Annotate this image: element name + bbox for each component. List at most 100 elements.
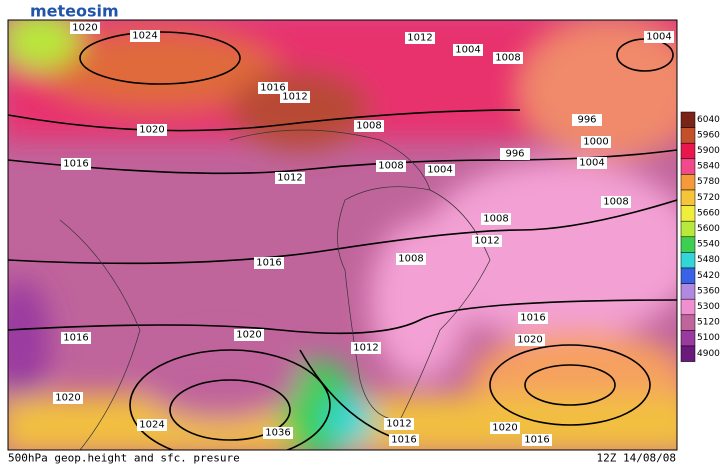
label-box (500, 148, 530, 160)
colorbar-label: 5100 (697, 333, 720, 343)
isobar-label: 1020 (139, 125, 164, 136)
label-box (130, 30, 160, 42)
isobar-labels: 1020102410161012102010161008101210041008… (53, 22, 674, 446)
isobar-label: 1004 (455, 45, 480, 56)
colorbar-label: 5480 (697, 255, 720, 265)
colorbar-label: 5360 (697, 286, 720, 296)
isobar-label: 1016 (63, 333, 88, 344)
isobar-label: 1012 (282, 92, 307, 103)
label-box (572, 114, 602, 126)
label-box (425, 164, 455, 176)
label-box (234, 329, 264, 341)
colorbar: 6040 5960 5900 5840 5780 5720 5660 5600 5540 5480… (680, 111, 720, 362)
isobar-label: 1008 (483, 214, 508, 225)
isobar-label: 1004 (579, 158, 604, 169)
isobar-label: 1024 (132, 31, 157, 42)
colorbar-swatch (680, 314, 696, 331)
isobar-label: 1004 (427, 165, 452, 176)
label-box (644, 31, 674, 43)
label-box (518, 312, 548, 324)
label-box (493, 52, 523, 64)
isobar-label: 1000 (583, 137, 608, 148)
label-box (61, 158, 91, 170)
isobar-label: 1016 (391, 435, 416, 446)
isobar-label: 1016 (524, 435, 549, 446)
isobar-label: 996 (577, 115, 596, 126)
label-box (472, 235, 502, 247)
colorbar-label: 5900 (697, 146, 720, 156)
isobar-label: 1024 (139, 420, 164, 431)
colorbar-swatch (680, 189, 696, 206)
colorbar-label: 5300 (697, 302, 720, 312)
label-box (61, 332, 91, 344)
colorbar-label: 5720 (697, 193, 720, 203)
colorbar-label: 5780 (697, 177, 720, 187)
colorbar-swatch (680, 127, 696, 144)
isobar-label: 1036 (265, 428, 290, 439)
label-box (581, 136, 611, 148)
colorbar-swatch (680, 283, 696, 300)
isobar-label: 996 (505, 149, 524, 160)
label-box (405, 32, 435, 44)
label-box (137, 419, 167, 431)
label-box (354, 120, 384, 132)
isobar-label: 1012 (407, 33, 432, 44)
colorbar-swatch (680, 142, 696, 160)
label-box (280, 91, 310, 103)
colorbar-label: 5660 (697, 208, 720, 218)
isobar-label: 1008 (495, 53, 520, 64)
isobar-label: 1020 (72, 23, 97, 34)
isobar-label: 1008 (356, 121, 381, 132)
isobar-label: 1012 (386, 419, 411, 430)
logo: meteosim (30, 2, 119, 21)
isobars (8, 31, 677, 450)
colorbar-swatch (680, 174, 696, 191)
colorbar-label: 5840 (697, 162, 720, 172)
caption: 500hPa geop.height and sfc. presure (8, 452, 240, 465)
colorbar-label: 4900 (697, 349, 720, 359)
colorbar-swatch (680, 298, 696, 316)
isobar-label: 1008 (378, 161, 403, 172)
isobar-label: 1020 (517, 335, 542, 346)
colorbar-label: 6040 (697, 115, 720, 125)
label-box (53, 392, 83, 404)
label-box (601, 196, 631, 208)
colorbar-swatch (680, 111, 696, 128)
isobar-label: 1020 (55, 393, 80, 404)
label-box (522, 434, 552, 446)
colorbar-label: 5960 (697, 130, 720, 140)
label-box (351, 342, 381, 354)
isobar-label: 1012 (277, 173, 302, 184)
colorbar-swatch (680, 236, 696, 253)
label-box (254, 257, 284, 269)
isobar-label: 1012 (474, 236, 499, 247)
label-box (396, 253, 426, 265)
colorbar-swatch (680, 205, 696, 222)
coastlines (59, 129, 491, 450)
isobar-label: 1016 (256, 258, 281, 269)
colorbar-label: 5120 (697, 318, 720, 328)
label-box (263, 427, 293, 439)
colorbar-swatch (680, 220, 696, 238)
label-box (384, 418, 414, 430)
colorbar-swatch (680, 267, 696, 284)
isobar-label: 1004 (646, 32, 671, 43)
label-box (481, 213, 511, 225)
colorbar-swatch (680, 345, 696, 362)
map (8, 20, 677, 450)
label-box (490, 422, 520, 434)
colorbar-swatch (680, 158, 696, 175)
date: 12Z 14/08/08 (597, 452, 676, 465)
label-box (389, 434, 419, 446)
isobar-label: 1016 (520, 313, 545, 324)
colorbar-swatch (680, 252, 696, 269)
map-frame (7, 19, 678, 451)
isobar-label: 1008 (398, 254, 423, 265)
label-box (275, 172, 305, 184)
label-box (453, 44, 483, 56)
label-box (137, 124, 167, 136)
label-box (70, 22, 100, 34)
label-box (577, 157, 607, 169)
isobar-label: 1016 (260, 83, 285, 94)
